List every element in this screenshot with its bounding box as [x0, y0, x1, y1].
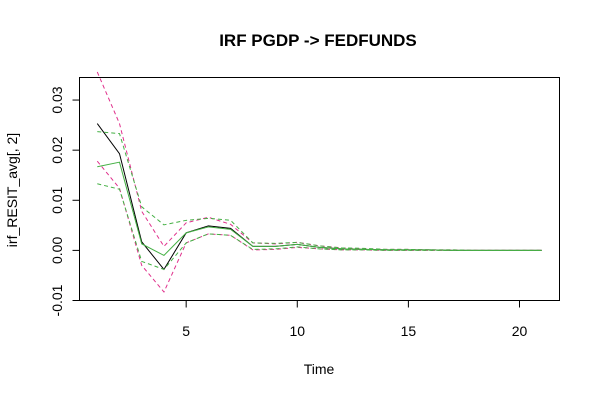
- series-group: [96, 71, 542, 293]
- y-tick-label: 0.02: [49, 136, 65, 163]
- x-axis: 5 10 15 20: [182, 300, 528, 339]
- x-axis-label: Time: [304, 361, 335, 377]
- y-tick-label: 0.03: [49, 86, 65, 113]
- x-tick-label: 15: [401, 323, 417, 339]
- series-line-3: [96, 160, 542, 293]
- y-tick-label: -0.01: [49, 284, 65, 316]
- plot-area-border: [79, 77, 560, 301]
- y-tick-label: 0.01: [49, 186, 65, 213]
- series-line-6: [97, 183, 542, 271]
- chart-title: IRF PGDP -> FEDFUNDS: [219, 31, 417, 50]
- series-line-4: [97, 161, 542, 257]
- series-line-5: [97, 131, 542, 251]
- y-tick-label: 0.00: [49, 237, 65, 264]
- series-line-2: [96, 71, 542, 251]
- y-axis-label: irf_RESIT_avg[, 2]: [4, 133, 20, 247]
- x-tick-label: 20: [512, 323, 528, 339]
- x-tick-label: 5: [182, 323, 190, 339]
- x-tick-label: 10: [289, 323, 305, 339]
- y-axis: -0.01 0.00 0.01 0.02 0.03: [49, 86, 80, 316]
